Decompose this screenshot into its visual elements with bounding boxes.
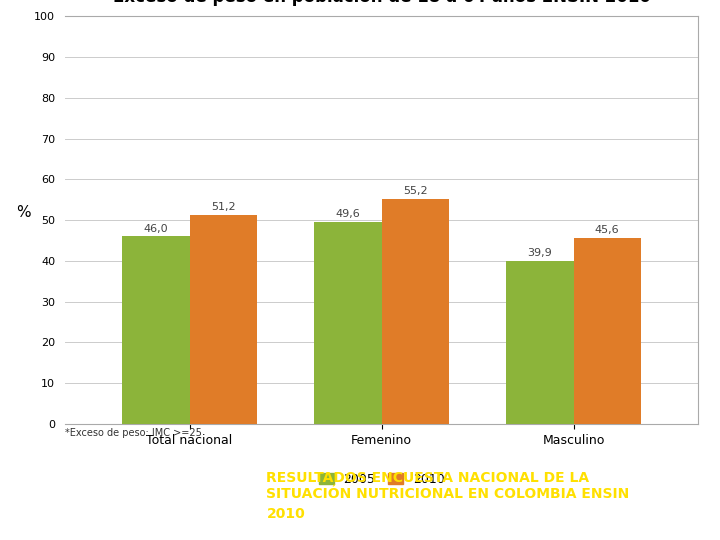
Text: 2010: 2010 [266, 507, 305, 521]
Text: República de Colombia: República de Colombia [14, 503, 142, 514]
Y-axis label: %: % [16, 205, 30, 220]
Text: 39,9: 39,9 [528, 248, 552, 258]
Text: Ministerio de la Protección: Ministerio de la Protección [14, 471, 202, 484]
Text: RESULTADOS ENCUESTA NACIONAL DE LA: RESULTADOS ENCUESTA NACIONAL DE LA [266, 471, 590, 485]
Legend: 2005, 2010: 2005, 2010 [313, 468, 450, 491]
Bar [574, 238, 641, 424]
Bar [506, 261, 574, 424]
Text: Social: Social [14, 487, 56, 500]
Text: 55,2: 55,2 [403, 186, 428, 196]
Title: Exceso de peso en población de 18 a 64 años ENSIN 2010: Exceso de peso en población de 18 a 64 a… [112, 0, 651, 6]
Text: 49,6: 49,6 [336, 209, 361, 219]
Text: SITUACIÓN NUTRICIONAL EN COLOMBIA ENSIN: SITUACIÓN NUTRICIONAL EN COLOMBIA ENSIN [266, 487, 630, 501]
Text: 45,6: 45,6 [595, 225, 619, 235]
Text: *Exceso de peso: IMC >=25: *Exceso de peso: IMC >=25 [65, 428, 202, 438]
Text: 46,0: 46,0 [144, 224, 168, 233]
Text: 51,2: 51,2 [211, 202, 235, 212]
Bar [315, 222, 382, 424]
Bar [189, 215, 257, 424]
Bar [122, 237, 189, 424]
Bar [382, 199, 449, 424]
